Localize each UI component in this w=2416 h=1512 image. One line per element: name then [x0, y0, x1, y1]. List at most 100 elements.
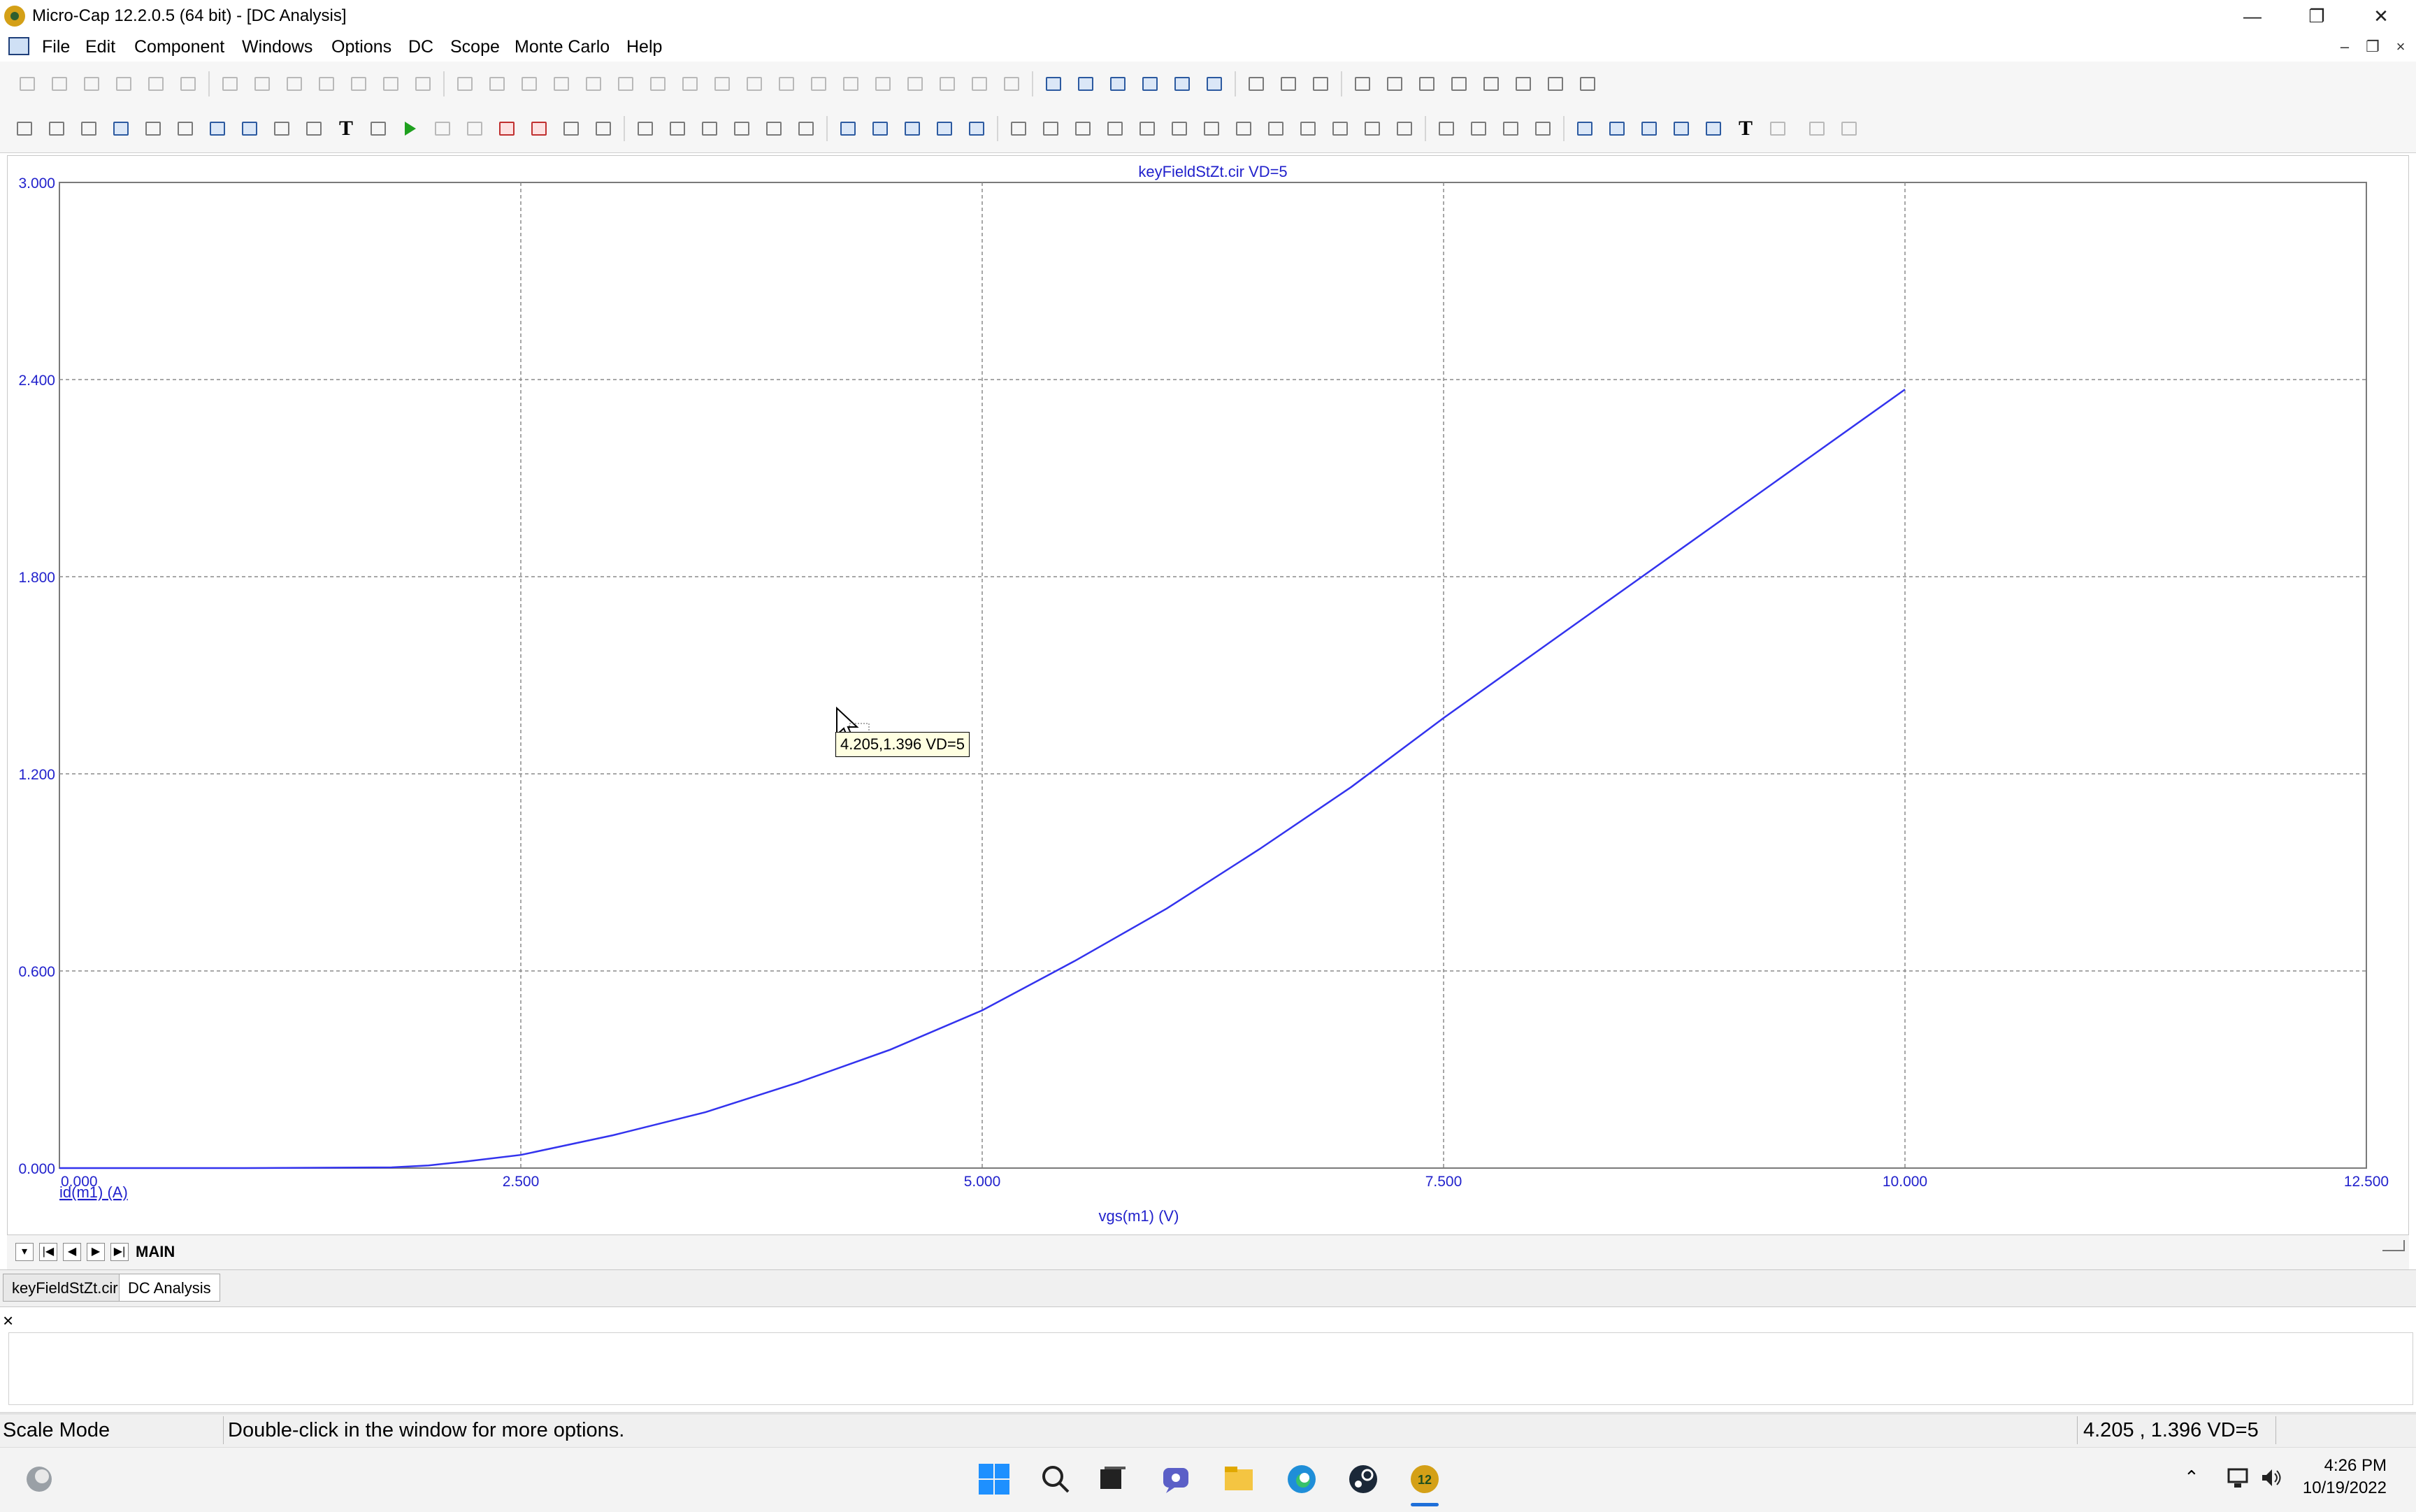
zoom-fit-icon[interactable] [1605, 117, 1629, 141]
cursor-mode-icon[interactable] [1007, 117, 1030, 141]
document-icon[interactable] [8, 37, 29, 55]
zoom-fit-icon[interactable] [1702, 117, 1725, 141]
edit-tool-icon[interactable] [282, 72, 306, 96]
component-tool-icon[interactable] [807, 72, 830, 96]
edit-tool-icon[interactable] [379, 72, 403, 96]
analysis-tool-icon[interactable] [1383, 72, 1407, 96]
restore-button[interactable]: ❐ [2308, 5, 2325, 27]
component-tool-icon[interactable] [871, 72, 895, 96]
close-button[interactable]: ✕ [2373, 5, 2389, 27]
cursor-mode-icon[interactable] [1360, 117, 1384, 141]
component-tool-icon[interactable] [968, 72, 991, 96]
edit-tool-icon[interactable] [250, 72, 274, 96]
cursor-mode-icon[interactable] [1232, 117, 1256, 141]
window-tool-icon[interactable] [1106, 72, 1130, 96]
zoom-icon[interactable] [836, 117, 860, 141]
micro-cap-taskbar-icon[interactable]: 12 [1402, 1457, 1447, 1502]
file-tool-icon[interactable] [48, 72, 71, 96]
component-tool-icon[interactable] [935, 72, 959, 96]
layout-tool-icon[interactable] [794, 117, 818, 141]
zoom-tool-icon[interactable] [77, 117, 101, 141]
plot-tool-icon[interactable] [206, 117, 229, 141]
cursor-mode-icon[interactable] [1264, 117, 1288, 141]
next-page-button[interactable]: ▶ [87, 1243, 105, 1261]
steam-icon[interactable] [1341, 1457, 1386, 1502]
menu-edit[interactable]: Edit [85, 37, 116, 57]
scale-tool-icon[interactable] [141, 117, 165, 141]
analysis-tool-icon[interactable] [1511, 72, 1535, 96]
pause-icon[interactable] [463, 117, 487, 141]
component-tool-icon[interactable] [742, 72, 766, 96]
clock-date[interactable]: 10/19/2022 [2302, 1478, 2387, 1497]
app-status-icon[interactable] [17, 1457, 62, 1502]
cursor-mode-icon[interactable] [1167, 117, 1191, 141]
view-tool-icon[interactable] [1277, 72, 1300, 96]
task-view-icon[interactable] [1091, 1457, 1135, 1502]
layout-tool-icon[interactable] [698, 117, 721, 141]
minimize-button[interactable]: — [2243, 5, 2262, 27]
window-tool-icon[interactable] [1074, 72, 1098, 96]
properties-icon[interactable] [366, 117, 390, 141]
close-icon[interactable]: × [3, 1310, 14, 1331]
file-tool-icon[interactable] [112, 72, 136, 96]
chevron-up-icon[interactable]: ⌃ [2184, 1467, 2199, 1488]
component-tool-icon[interactable] [775, 72, 798, 96]
option-tool-icon[interactable] [1531, 117, 1555, 141]
file-tool-icon[interactable] [80, 72, 103, 96]
search-icon[interactable] [1033, 1457, 1078, 1502]
file-explorer-icon[interactable] [1216, 1457, 1261, 1502]
copy-icon[interactable] [1805, 117, 1829, 141]
edit-tool-icon[interactable] [347, 72, 371, 96]
option-tool-icon[interactable] [1434, 117, 1458, 141]
text-tool-icon[interactable]: T [338, 117, 353, 140]
option-tool-icon[interactable] [1467, 117, 1490, 141]
resize-grip[interactable] [2382, 1240, 2405, 1251]
graph-tool-icon[interactable] [109, 117, 133, 141]
format-icon[interactable] [1766, 117, 1790, 141]
window-tool-icon[interactable] [1138, 72, 1162, 96]
file-tool-icon[interactable] [144, 72, 168, 96]
pan-tool-icon[interactable] [45, 117, 69, 141]
app-icon[interactable] [4, 6, 25, 27]
plot-window[interactable]: 0.000 2.500 5.000 7.500 10.000 12.500 0.000 0.6… [7, 155, 2409, 1269]
analysis-tool-icon[interactable] [1479, 72, 1503, 96]
layout-tool-icon[interactable] [730, 117, 754, 141]
view-tool-icon[interactable] [1309, 72, 1332, 96]
menu-component[interactable]: Component [134, 37, 225, 57]
zoom-fit-icon[interactable] [1573, 117, 1597, 141]
component-tool-icon[interactable] [710, 72, 734, 96]
zoom-icon[interactable] [965, 117, 988, 141]
layout-tool-icon[interactable] [762, 117, 786, 141]
option-tool-icon[interactable] [1499, 117, 1523, 141]
mdi-minimize-button[interactable]: – [2340, 38, 2350, 55]
component-tool-icon[interactable] [839, 72, 863, 96]
cursor-mode-icon[interactable] [1039, 117, 1063, 141]
view-tool-icon[interactable] [1244, 72, 1268, 96]
paste-icon[interactable] [1837, 117, 1861, 141]
zoom-fit-icon[interactable] [1669, 117, 1693, 141]
last-page-button[interactable]: ▶| [110, 1243, 129, 1261]
windows-start-icon[interactable] [972, 1457, 1016, 1502]
plot-tool-icon[interactable] [302, 117, 326, 141]
zoom-fit-icon[interactable] [1637, 117, 1661, 141]
stop-icon[interactable] [431, 117, 454, 141]
analysis-tool-icon[interactable] [1447, 72, 1471, 96]
analysis-tool-icon[interactable] [1415, 72, 1439, 96]
component-tool-icon[interactable] [614, 72, 638, 96]
layout-tool-icon[interactable] [666, 117, 689, 141]
series-line[interactable] [59, 389, 1906, 1169]
grid-icon[interactable] [591, 117, 615, 141]
first-page-button[interactable]: |◀ [39, 1243, 57, 1261]
cursor-mode-icon[interactable] [1071, 117, 1095, 141]
menu-dc[interactable]: DC [408, 37, 434, 57]
prev-page-button[interactable]: ◀ [63, 1243, 81, 1261]
window-tool-icon[interactable] [1042, 72, 1065, 96]
zoom-icon[interactable] [868, 117, 892, 141]
page-menu-button[interactable]: ▾ [15, 1243, 34, 1261]
menu-help[interactable]: Help [626, 37, 663, 57]
tab-circuit-file[interactable]: keyFieldStZt.cir [3, 1274, 127, 1302]
mdi-restore-button[interactable]: ❐ [2366, 38, 2380, 55]
cursor-mode-icon[interactable] [1135, 117, 1159, 141]
component-tool-icon[interactable] [453, 72, 477, 96]
edge-browser-icon[interactable] [1279, 1457, 1324, 1502]
